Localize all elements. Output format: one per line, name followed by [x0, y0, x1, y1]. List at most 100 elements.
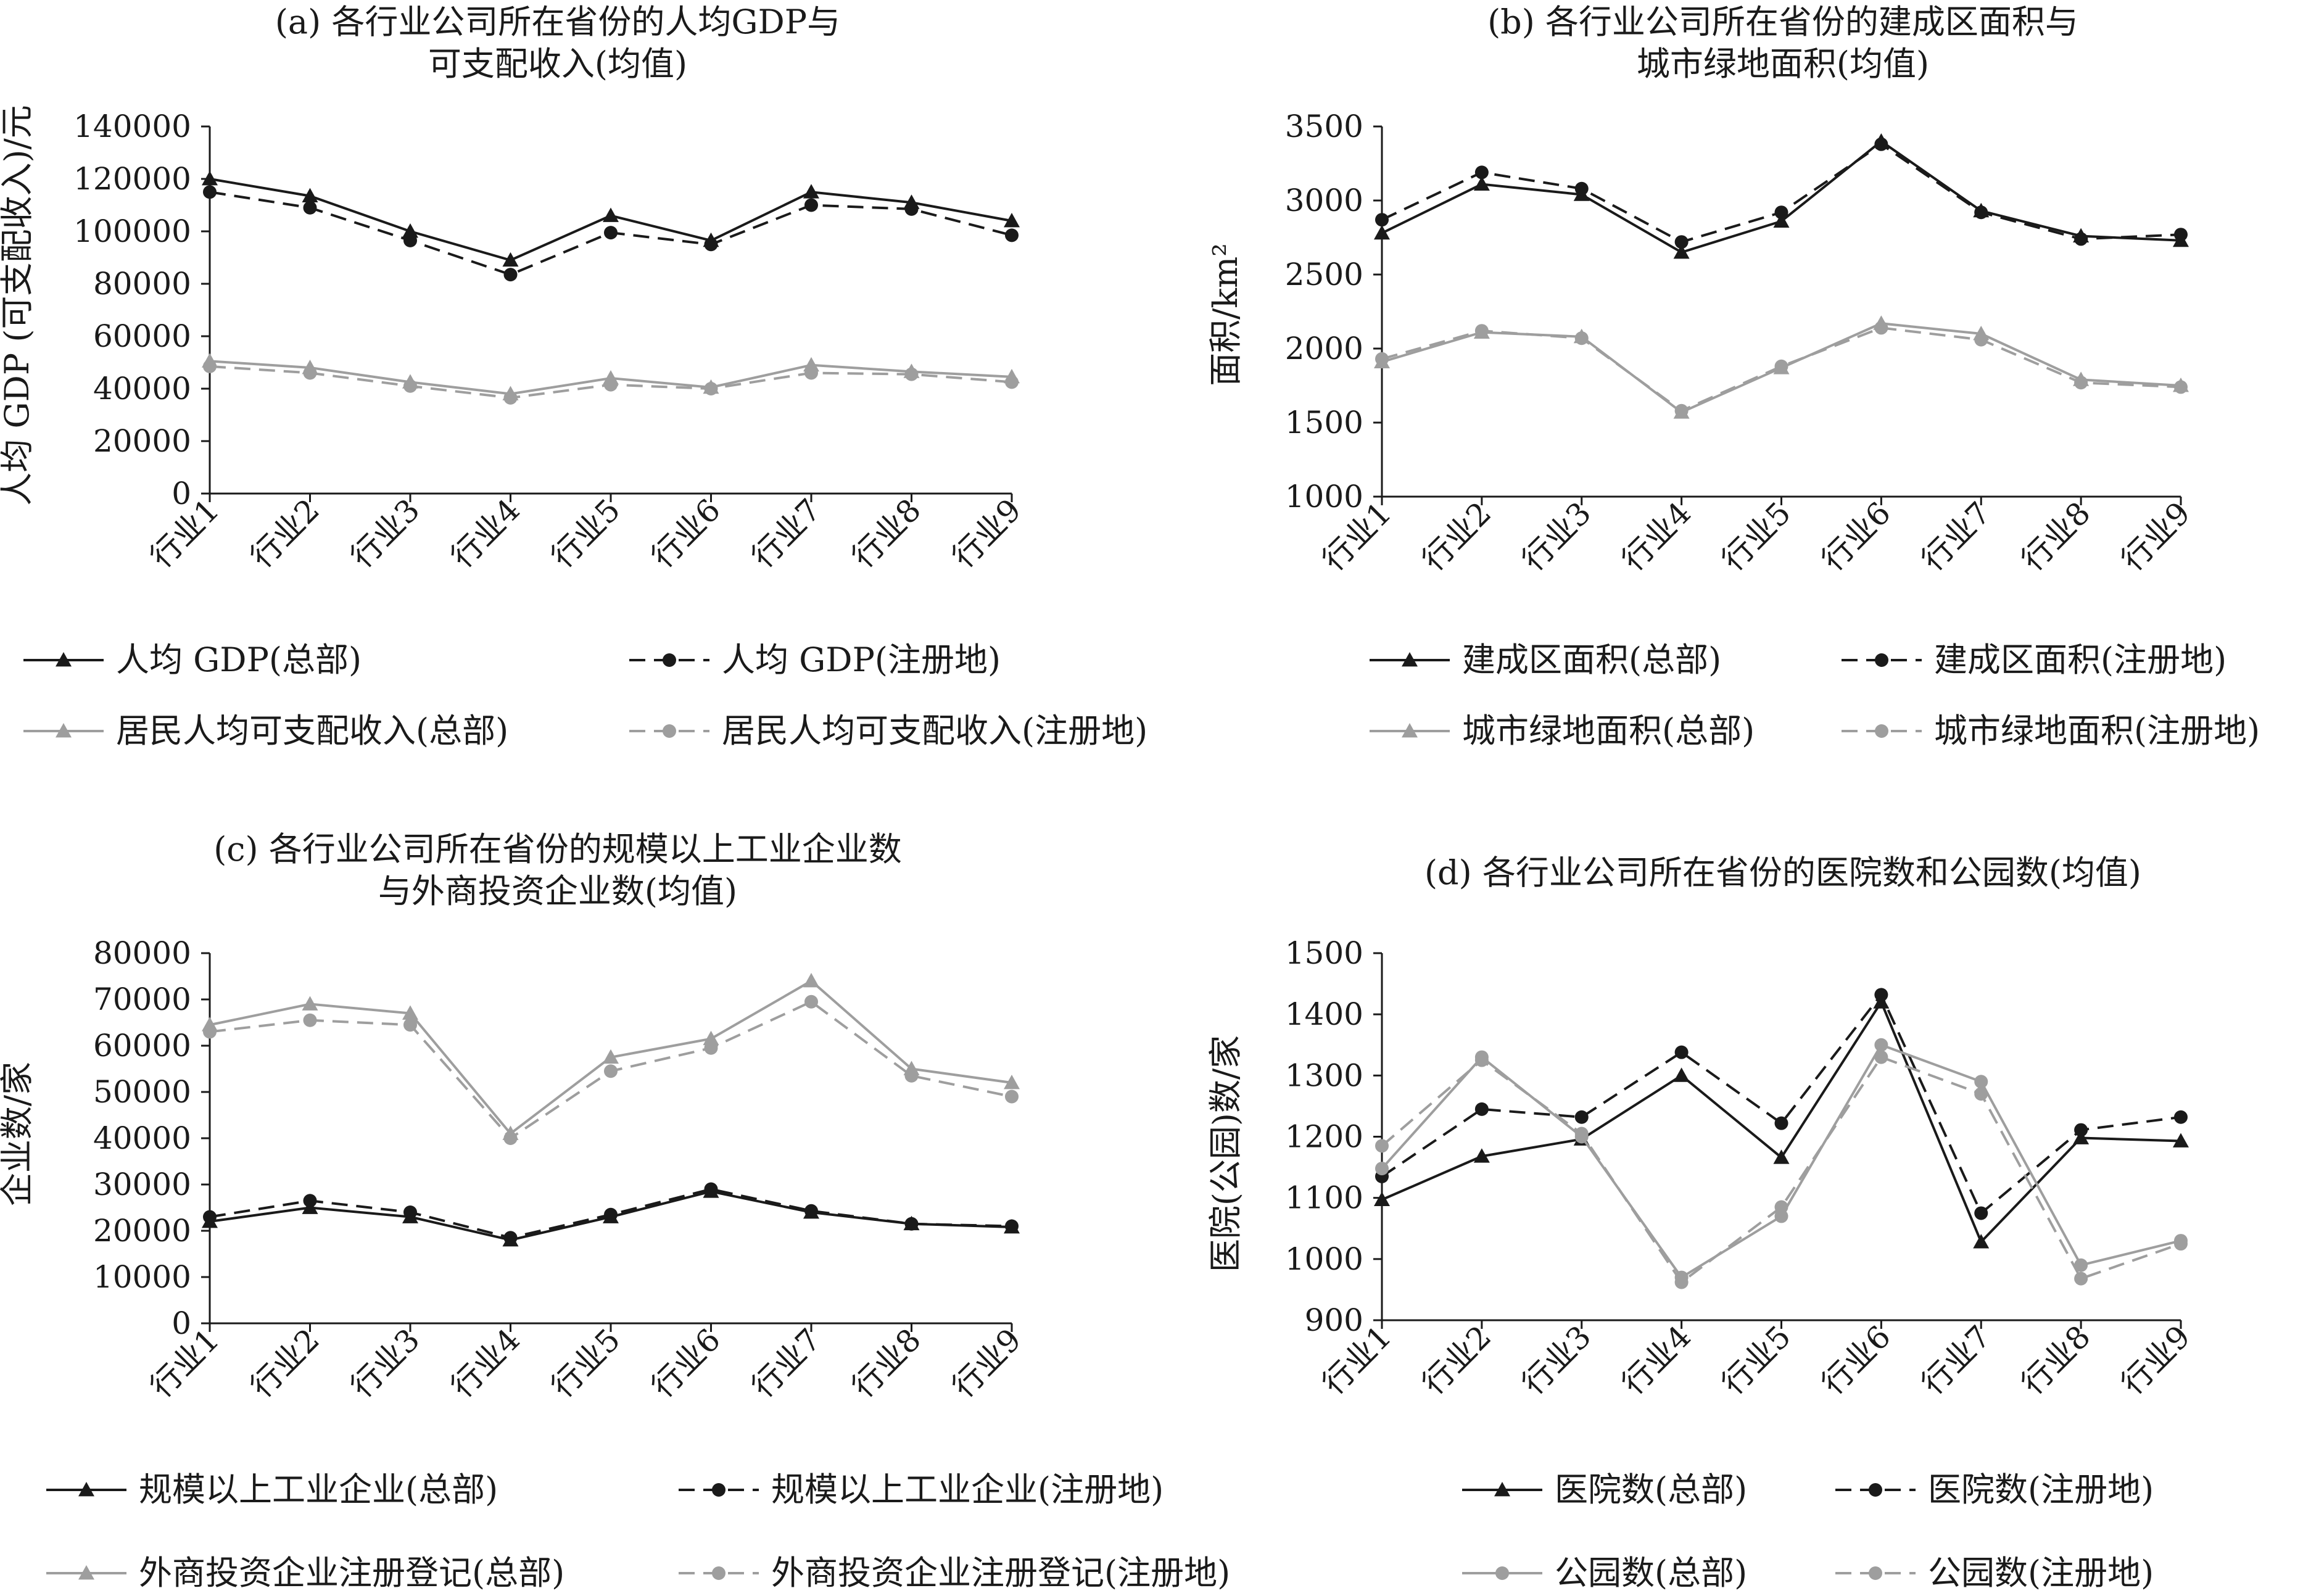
series-4-point [1874, 1050, 1888, 1064]
series-3-point [703, 1030, 719, 1046]
x-tick-label: 行业3 [344, 1321, 426, 1404]
series-2-point [2074, 1123, 2088, 1137]
x-tick-label: 行业7 [745, 492, 827, 574]
legend-label: 规模以上工业企业(总部) [139, 1470, 498, 1509]
chart-title-line2: 可支配收入(均值) [428, 44, 687, 83]
series-4-point [1474, 1053, 1489, 1067]
y-tick-label: 70000 [93, 982, 191, 1017]
y-tick-label: 1500 [1285, 405, 1363, 440]
series-4-point [1375, 352, 1389, 366]
y-tick-label: 80000 [93, 266, 191, 302]
plot-area: 0 20000 40000 60000 80000 100000 120000 140000 行… [73, 109, 1028, 575]
series-4-point [604, 1064, 618, 1078]
legend: 建成区面积(总部) 建成区面积(注册地) 城市绿地面积(总部) 城市绿地面积(注册地) [1370, 640, 2260, 750]
x-tick-label: 行业8 [2014, 495, 2097, 577]
y-tick-label: 40000 [93, 1120, 191, 1156]
series-2-point [2174, 1110, 2188, 1124]
series-line-2 [1381, 992, 2181, 1215]
legend-label: 公园数(总部) [1555, 1553, 1747, 1592]
legend-item: 外商投资企业注册登记(注册地) [679, 1553, 1230, 1592]
series-2-point [1974, 205, 1988, 220]
series-4-point [1674, 403, 1689, 418]
legend-swatch-marker [56, 652, 72, 667]
chart-title-line1: (d) 各行业公司所在省份的医院数和公园数(均值) [1424, 853, 2141, 892]
series-1-point [1473, 176, 1490, 191]
y-tick-label: 60000 [93, 1028, 191, 1064]
x-tick-label: 行业2 [1415, 495, 1498, 577]
series-4-point [303, 366, 317, 380]
x-tick-label: 行业2 [244, 492, 326, 574]
series-2-point [1674, 235, 1689, 249]
legend: 医院数(总部) 医院数(注册地) 公园数(总部) 公园数(注册地) [1462, 1470, 2154, 1592]
series-line-4 [1381, 1056, 2181, 1284]
y-tick-label: 10000 [93, 1259, 191, 1295]
series-4-point [1574, 1127, 1589, 1141]
series-2-point [804, 1204, 818, 1218]
series-1-point [1673, 244, 1690, 259]
x-tick-label: 行业9 [2114, 495, 2197, 577]
y-tick-label: 50000 [93, 1074, 191, 1110]
x-tick-label: 行业8 [845, 1321, 928, 1404]
series-4-point [704, 1041, 718, 1055]
x-tick-label: 行业6 [1815, 1318, 1898, 1401]
y-axis-label: 企业数/家 [0, 1062, 36, 1206]
series-2-point [203, 1210, 217, 1224]
series-4-point [1874, 321, 1888, 335]
series-4-point [1005, 375, 1019, 389]
series-2-point [1674, 1045, 1689, 1059]
x-tick-label: 行业6 [1815, 495, 1898, 577]
legend-swatch-marker [712, 1483, 726, 1497]
series-4-point [503, 391, 518, 405]
series-3-point [603, 1049, 619, 1064]
series-1-point [1374, 1191, 1390, 1207]
x-tick-label: 行业2 [244, 1321, 326, 1404]
series-1-point [1973, 1234, 1990, 1249]
series-4-point [403, 379, 417, 393]
y-tick-label: 1400 [1285, 996, 1363, 1032]
series-1-point [603, 207, 619, 222]
x-tick-label: 行业9 [945, 1321, 1028, 1404]
series-1-point [502, 252, 519, 267]
legend-label: 公园数(注册地) [1928, 1553, 2154, 1592]
y-axis-label: 人均 GDP (可支配收入)/元 [0, 105, 36, 505]
panel-d: (d) 各行业公司所在省份的医院数和公园数(均值) 医院(公园)数/家 900 1… [1206, 853, 2197, 1592]
legend-swatch-marker [1495, 1566, 1509, 1580]
legend-item: 建成区面积(注册地) [1842, 640, 2226, 679]
series-2-point [203, 185, 217, 199]
series-2-point [604, 226, 618, 240]
legend-label: 人均 GDP(总部) [116, 640, 362, 679]
series-line-4 [1381, 326, 2181, 413]
chart-title-line2: 与外商投资企业数(均值) [378, 872, 737, 911]
legend-swatch-marker [712, 1566, 726, 1580]
series-1-point [803, 184, 819, 199]
series-4-point [203, 1025, 217, 1039]
series-4-point [1375, 1139, 1389, 1153]
series-2-point [1474, 165, 1489, 180]
series-1-point [1004, 213, 1020, 228]
y-tick-label: 20000 [93, 423, 191, 459]
legend-item: 公园数(注册地) [1835, 1553, 2154, 1592]
legend-swatch-marker [56, 723, 72, 738]
legend-item: 医院数(注册地) [1835, 1470, 2154, 1509]
legend-swatch-marker [1402, 723, 1418, 738]
series-2-point [904, 1217, 919, 1231]
x-tick-label: 行业7 [1915, 1318, 1998, 1401]
legend-item: 人均 GDP(总部) [23, 640, 362, 679]
series-3-point [803, 973, 819, 988]
legend-item: 医院数(总部) [1462, 1470, 1747, 1509]
legend-label: 居民人均可支配收入(注册地) [722, 711, 1147, 750]
legend-swatch-marker [78, 1482, 94, 1497]
x-tick-label: 行业3 [344, 492, 426, 574]
x-tick-label: 行业5 [544, 492, 627, 574]
series-4-point [904, 1069, 919, 1083]
series-2-point [1774, 205, 1788, 220]
series-4-point [1974, 333, 1988, 347]
series-4-point [2174, 1237, 2188, 1251]
series-4-point [2174, 380, 2188, 394]
series-1-point [2073, 1130, 2090, 1144]
series-4-point [403, 1018, 417, 1032]
legend-item: 居民人均可支配收入(总部) [23, 711, 508, 750]
series-1-point [1773, 213, 1790, 228]
legend-swatch-marker [1869, 1483, 1882, 1497]
